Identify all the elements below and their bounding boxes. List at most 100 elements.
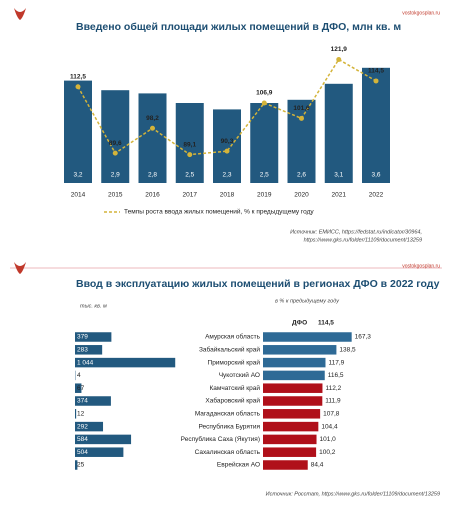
x-tick-label: 2017 [183, 192, 198, 199]
category-label: Забайкальский край [199, 346, 260, 354]
line-marker [373, 78, 379, 84]
category-label: Республика Бурятия [198, 422, 260, 430]
bar [213, 109, 241, 183]
category-label: Приморский край [208, 358, 261, 366]
line [77, 58, 377, 156]
series-header: в % к предыдущему году [275, 298, 340, 304]
bar [324, 83, 353, 183]
line-label: 101,6 [293, 105, 310, 112]
bar-label: 283 [77, 347, 88, 354]
bar [75, 434, 132, 445]
x-tick-label: 2014 [71, 192, 86, 199]
line-label: 90,3 [221, 138, 234, 145]
line-label: 121,9 [331, 46, 348, 53]
category-label: Еврейская АО [217, 461, 260, 469]
category-label: Сахалинская область [195, 448, 261, 456]
bar [263, 357, 326, 368]
bar-label: 112,2 [325, 385, 341, 392]
bar [263, 447, 317, 457]
bar [75, 332, 112, 342]
line-marker [187, 152, 193, 158]
bar [362, 67, 390, 183]
line-marker [150, 125, 155, 131]
source: Источник: ЕМИСС, https://fedstat.ru/indi… [290, 229, 422, 235]
bar-label: 3,1 [334, 172, 343, 179]
bar [263, 421, 319, 432]
bar-label: 3,6 [371, 172, 380, 179]
bar [263, 383, 323, 393]
bar [75, 357, 176, 368]
legend-label: Темпы роста ввода жилых помещений, % к п… [124, 208, 314, 216]
bar-label: 67 [77, 385, 85, 392]
bar-label: 111,9 [325, 398, 341, 405]
line-label: 98,2 [146, 115, 159, 122]
x-tick-label: 2020 [294, 192, 309, 199]
bar-label: 379 [77, 334, 88, 341]
line-marker [299, 115, 304, 121]
chart-title: Ввод в эксплуатацию жилых помещений в ре… [76, 278, 440, 290]
bar [75, 460, 78, 470]
category-label: Республика Саха (Якутия) [181, 435, 260, 443]
bar-label: 2,3 [222, 172, 231, 179]
bar-label: 104,4 [321, 423, 338, 430]
source: https://www.gks.ru/folder/11109/document… [304, 237, 422, 243]
bar-label: 2,5 [260, 172, 269, 179]
bar [175, 103, 204, 183]
bar-label: 2,9 [111, 172, 120, 179]
bar [138, 93, 167, 183]
bar-label: 84,4 [311, 462, 324, 469]
line-label: 89,1 [183, 141, 196, 148]
bar [75, 421, 104, 432]
line-marker [224, 148, 230, 154]
bar [75, 383, 82, 393]
logo-icon [14, 8, 26, 20]
bar [263, 332, 352, 342]
bar-label: 138,5 [339, 347, 356, 354]
category-label: Магаданская область [195, 410, 261, 418]
category-label: Амурская область [205, 333, 261, 341]
bar-label: 25 [77, 462, 85, 469]
bar [263, 396, 323, 406]
bar [75, 345, 103, 355]
line-label: 114,5 [368, 68, 384, 75]
series-header: тыс. кв. м [80, 303, 107, 309]
line-label: 89,6 [109, 140, 122, 147]
bar [75, 396, 111, 406]
bar-label: 1 044 [77, 359, 94, 366]
x-tick-label: 2021 [332, 192, 347, 199]
x-tick-label: 2019 [257, 192, 272, 199]
bar-label: 107,8 [323, 411, 340, 418]
bar [263, 409, 321, 419]
bar-label: 167,3 [355, 334, 372, 341]
chart-title: Введено общей площади жилых помещений в … [76, 21, 401, 33]
line-marker [75, 84, 81, 90]
bar-label: 12 [77, 411, 85, 418]
line-marker [261, 100, 267, 106]
logo: vostokgosplan.ru [402, 263, 440, 269]
bar-label: 100,2 [319, 449, 336, 456]
bar-label: 2,6 [297, 172, 306, 179]
bar [75, 447, 124, 457]
total-value: 114,5 [318, 320, 334, 327]
category-label: Чукотский АО [219, 371, 260, 379]
bar-label: 374 [77, 398, 88, 405]
bar-label: 3,2 [73, 172, 82, 179]
bar-label: 504 [77, 449, 88, 456]
x-tick-label: 2015 [108, 192, 123, 199]
category-label: Хабаровский край [205, 397, 260, 405]
bar [263, 434, 317, 445]
source: Источник: Росстат, https://www.gks.ru/fo… [266, 491, 440, 497]
line-marker [336, 56, 342, 62]
bar [263, 460, 308, 470]
bar-label: 117,9 [328, 359, 344, 366]
bar-label: 116,5 [328, 372, 344, 379]
category-label: Камчатский край [210, 384, 261, 392]
bar [75, 409, 77, 419]
line-label: 112,5 [70, 73, 86, 80]
bar-label: 2,5 [185, 172, 194, 179]
bar-label: 4 [77, 372, 81, 379]
line-label: 106,9 [256, 90, 273, 97]
bar [287, 99, 316, 183]
bar [250, 103, 279, 183]
